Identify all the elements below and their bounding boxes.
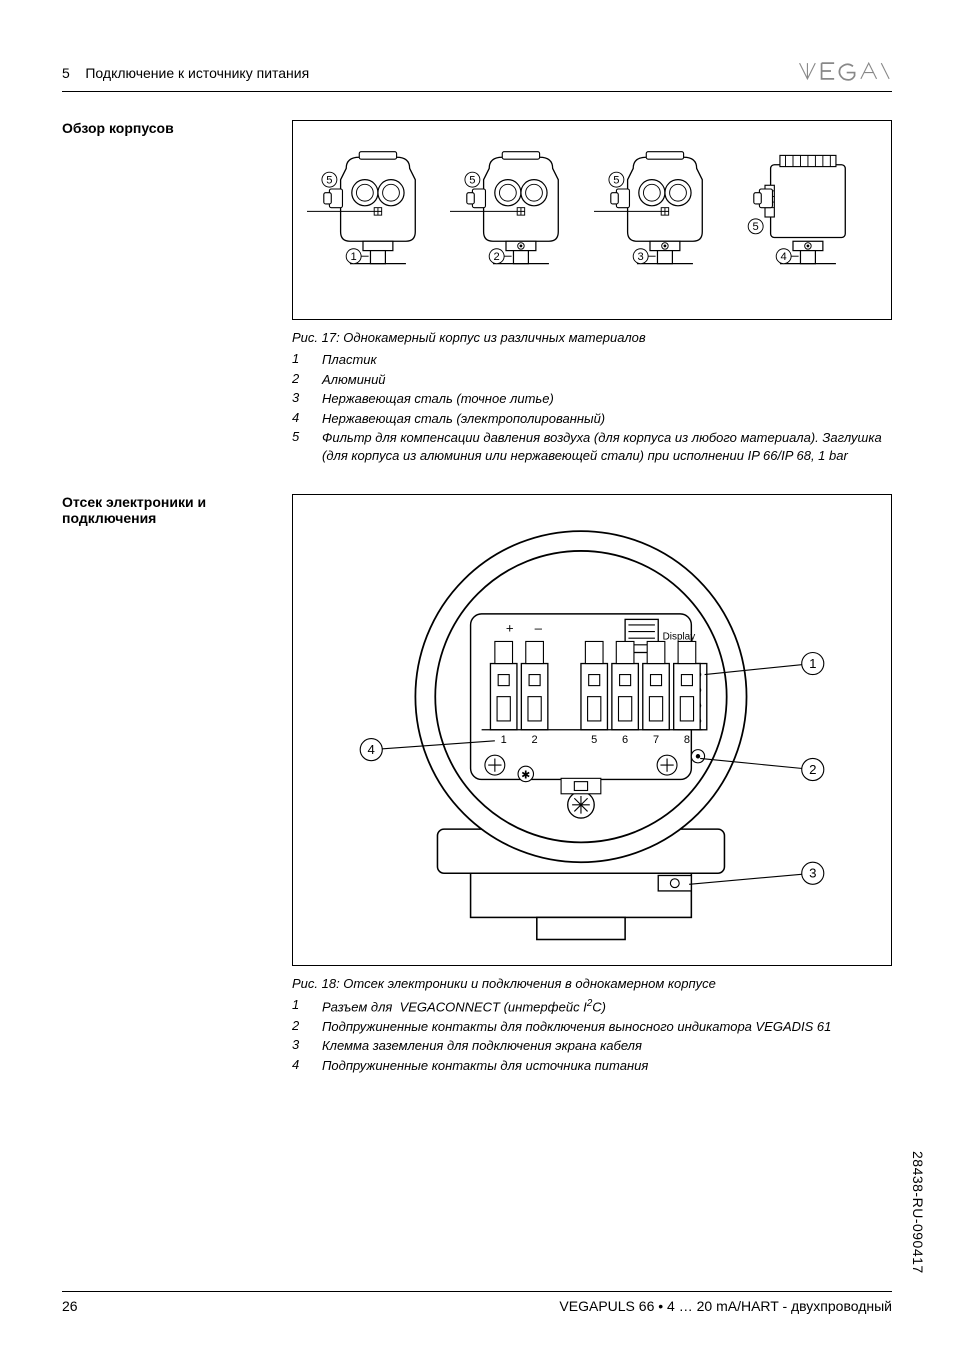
legend-number: 3 xyxy=(292,390,304,408)
legend-row: 4 Нержавеющая сталь (электрополированный) xyxy=(292,410,892,428)
vega-logo xyxy=(798,60,892,85)
svg-text:–: – xyxy=(535,621,543,636)
svg-text:6: 6 xyxy=(622,734,628,746)
legend-text: Подпружиненные контакты для подключения … xyxy=(322,1018,892,1036)
section2-label: Отсек электроники и подключения xyxy=(62,494,272,526)
page-header: 5 Подключение к источнику питания xyxy=(62,60,892,92)
legend-text: Нержавеющая сталь (электрополированный) xyxy=(322,410,892,428)
figure-18-caption: Рис. 18: Отсек электроники и подключения… xyxy=(292,976,892,991)
page-footer: 26 VEGAPULS 66 • 4 … 20 mA/HART - двухпр… xyxy=(62,1291,892,1314)
legend-row: 4 Подпружиненные контакты для источника п… xyxy=(292,1057,892,1075)
legend-number: 2 xyxy=(292,371,304,389)
legend-row: 5 Фильтр для компенсации давления воздуха… xyxy=(292,429,892,464)
housing-drawing: 5 1 xyxy=(307,135,447,285)
svg-text:Display: Display xyxy=(663,632,696,643)
housing-drawing: 5 4 xyxy=(737,135,877,285)
legend-text: Нержавеющая сталь (точное литье) xyxy=(322,390,892,408)
svg-text:1: 1 xyxy=(350,251,356,263)
svg-text:5: 5 xyxy=(470,174,476,186)
housing-drawing: 5 2 xyxy=(450,135,590,285)
section-1: Обзор корпусов 5 1 xyxy=(62,120,892,466)
legend-text: Фильтр для компенсации давления воздуха … xyxy=(322,429,892,464)
figure-17-legend: 1 Пластик 2 Алюминий 3 Нержавеющая сталь (точ… xyxy=(292,351,892,464)
svg-text:2: 2 xyxy=(809,762,816,777)
svg-text:1: 1 xyxy=(809,656,816,671)
legend-row: 1 Разъем для VEGACONNECT (интерфейс I2C) xyxy=(292,997,892,1016)
legend-row: 2 Подпружиненные контакты для подключения… xyxy=(292,1018,892,1036)
svg-text:2: 2 xyxy=(494,251,500,263)
legend-number: 4 xyxy=(292,410,304,428)
svg-text:2: 2 xyxy=(532,734,538,746)
svg-text:8: 8 xyxy=(684,734,690,746)
doc-code-vertical: 28438-RU-090417 xyxy=(910,1151,926,1274)
chapter-title: Подключение к источнику питания xyxy=(85,65,309,81)
legend-number: 1 xyxy=(292,997,304,1016)
svg-text:+: + xyxy=(506,621,514,636)
legend-text: Подпружиненные контакты для источника пи… xyxy=(322,1057,892,1075)
figure-18-legend: 1 Разъем для VEGACONNECT (интерфейс I2C) 2… xyxy=(292,997,892,1075)
legend-text: Пластик xyxy=(322,351,892,369)
svg-text:3: 3 xyxy=(809,866,816,881)
figure-18-box: +–DisplayI²C125678✱ 1 2 3 4 xyxy=(292,494,892,966)
legend-number: 1 xyxy=(292,351,304,369)
svg-text:5: 5 xyxy=(326,174,332,186)
svg-text:✱: ✱ xyxy=(521,770,530,782)
legend-row: 3 Нержавеющая сталь (точное литье) xyxy=(292,390,892,408)
section-2: Отсек электроники и подключения + – Displa… xyxy=(62,494,892,1076)
page-number: 26 xyxy=(62,1298,78,1314)
svg-text:4: 4 xyxy=(781,251,787,263)
svg-text:3: 3 xyxy=(637,251,643,263)
svg-text:4: 4 xyxy=(368,742,375,757)
legend-text: Алюминий xyxy=(322,371,892,389)
section1-label: Обзор корпусов xyxy=(62,120,272,136)
legend-text: Разъем для VEGACONNECT (интерфейс I2C) xyxy=(322,997,892,1016)
legend-number: 3 xyxy=(292,1037,304,1055)
figure-18-diagram: +–DisplayI²C125678✱ 1 2 3 4 xyxy=(305,509,879,951)
svg-text:5: 5 xyxy=(613,174,619,186)
doc-title: VEGAPULS 66 • 4 … 20 mA/HART - двухпрово… xyxy=(559,1298,892,1314)
legend-number: 2 xyxy=(292,1018,304,1036)
svg-text:5: 5 xyxy=(591,734,597,746)
figure-17-box: 5 1 5 2 xyxy=(292,120,892,320)
svg-text:5: 5 xyxy=(753,221,759,233)
legend-row: 2 Алюминий xyxy=(292,371,892,389)
housing-drawing: 5 3 xyxy=(594,135,734,285)
legend-row: 1 Пластик xyxy=(292,351,892,369)
chapter-number: 5 xyxy=(62,65,70,81)
legend-number: 5 xyxy=(292,429,304,464)
figure-17-caption: Рис. 17: Однокамерный корпус из различны… xyxy=(292,330,892,345)
legend-row: 3 Клемма заземления для подключения экран… xyxy=(292,1037,892,1055)
svg-text:1: 1 xyxy=(501,734,507,746)
legend-text: Клемма заземления для подключения экрана… xyxy=(322,1037,892,1055)
svg-text:7: 7 xyxy=(653,734,659,746)
chapter-line: 5 Подключение к источнику питания xyxy=(62,65,309,81)
legend-number: 4 xyxy=(292,1057,304,1075)
